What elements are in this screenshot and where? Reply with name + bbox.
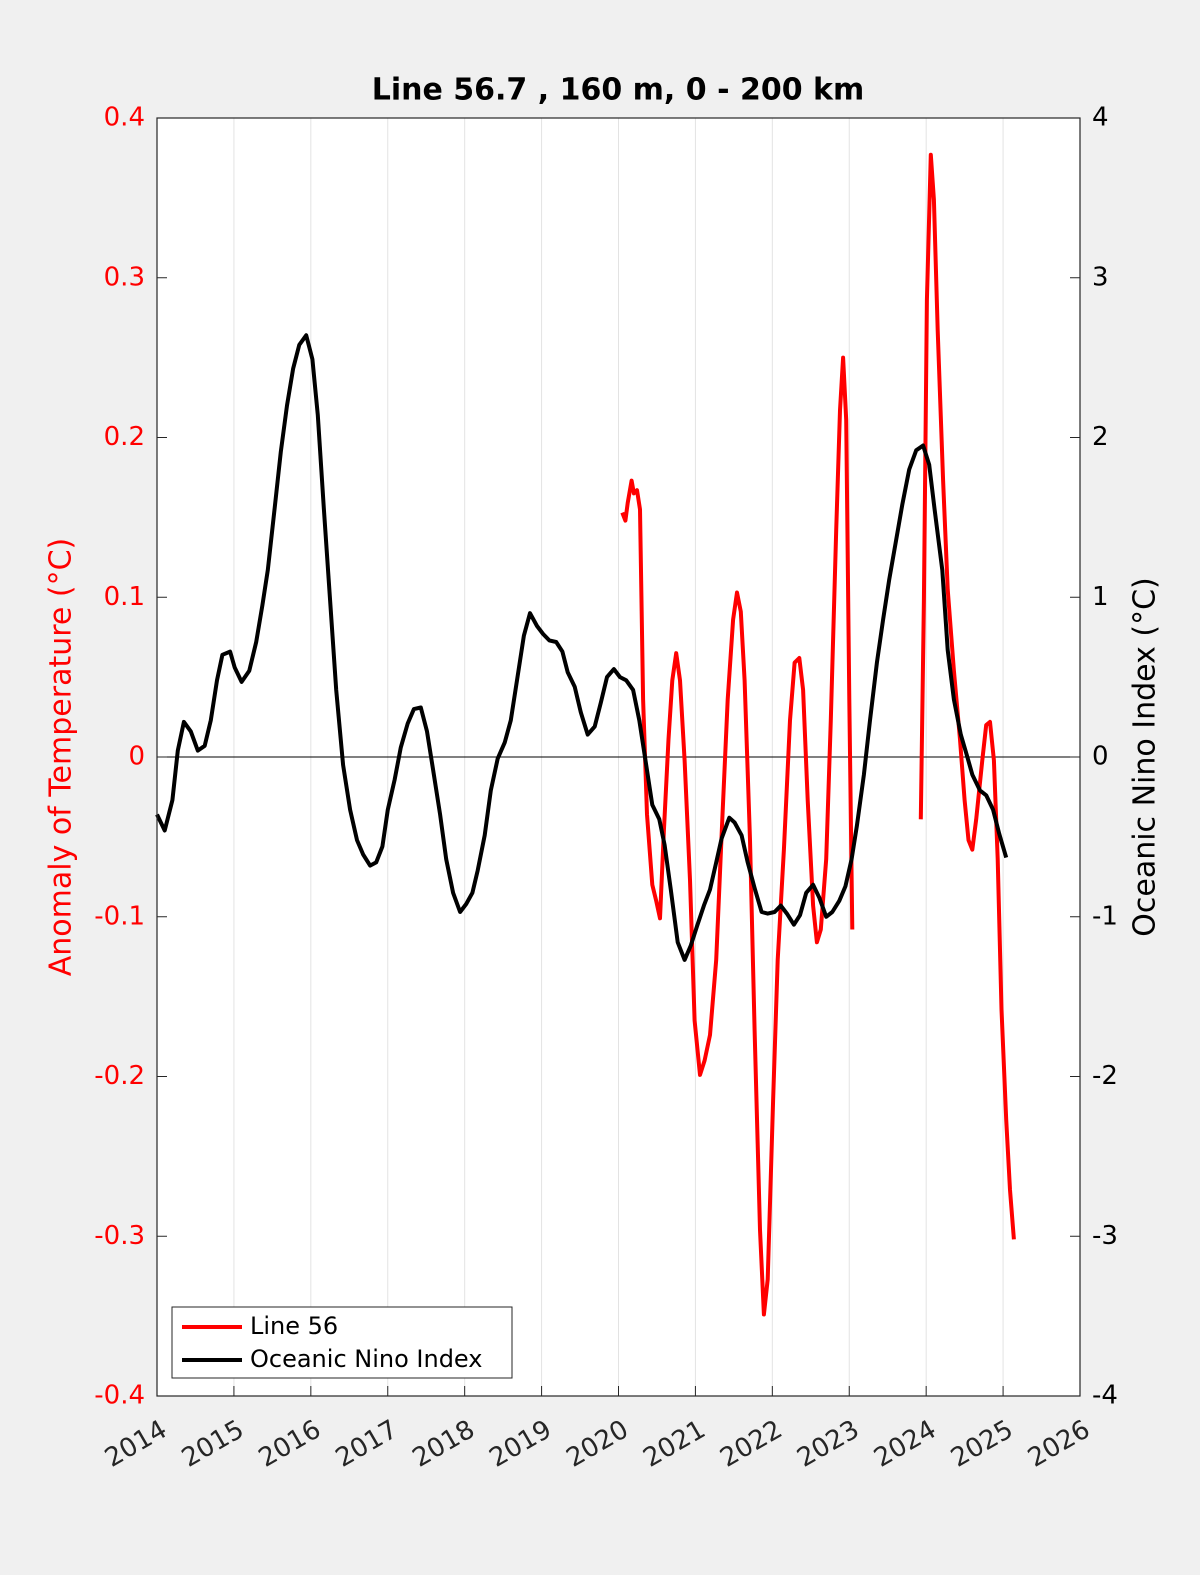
legend-label: Oceanic Nino Index [250, 1345, 482, 1373]
x-tick-label: 2023 [792, 1415, 864, 1474]
y2-tick-label: -2 [1092, 1061, 1118, 1091]
series-line [620, 152, 1016, 1317]
y2-tick-label: -1 [1092, 901, 1118, 931]
y2-tick-label: -4 [1092, 1381, 1118, 1411]
y-tick-label: 0.3 [104, 262, 145, 292]
y-tick-label: -0.2 [94, 1061, 145, 1091]
x-tick-label: 2014 [100, 1415, 172, 1474]
y-tick-label: -0.4 [94, 1381, 145, 1411]
y2-tick-label: 2 [1092, 422, 1109, 452]
marks [155, 152, 1016, 1317]
legend: Line 56 Oceanic Nino Index [171, 1306, 513, 1379]
y2-tick-label: 0 [1092, 742, 1109, 772]
x-tick-label: 2026 [1023, 1415, 1095, 1474]
x-tick-label: 2020 [561, 1415, 633, 1474]
legend-label: Line 56 [250, 1312, 338, 1340]
y-tick-label: 0.4 [104, 103, 145, 133]
x-tick-label: 2022 [715, 1415, 787, 1474]
y2-tick-label: -3 [1092, 1221, 1118, 1251]
x-tick-label: 2018 [408, 1415, 480, 1474]
x-tick-label: 2015 [177, 1415, 249, 1474]
y-tick-label: 0.2 [104, 422, 145, 452]
y-tick-label: 0.1 [104, 582, 145, 612]
x-tick-label: 2016 [254, 1415, 326, 1474]
x-tick-label: 2024 [869, 1415, 941, 1474]
y-tick-label: -0.3 [94, 1221, 145, 1251]
y-tick-label: -0.1 [94, 901, 145, 931]
series-line [155, 333, 1009, 962]
y2-tick-label: 1 [1092, 582, 1109, 612]
x-tick-label: 2019 [485, 1415, 557, 1474]
y-axis-label: Anomaly of Temperature (°C) [44, 538, 79, 977]
y2-axis-label: Oceanic Nino Index (°C) [1128, 577, 1163, 937]
y2-tick-label: 4 [1092, 103, 1109, 133]
x-tick-label: 2017 [331, 1415, 403, 1474]
x-tick-label: 2021 [638, 1415, 710, 1474]
legend-box [171, 1306, 513, 1379]
chart-title: Line 56.7 , 160 m, 0 - 200 km [372, 73, 865, 108]
y-tick-label: 0 [128, 742, 145, 772]
y2-tick-label: 3 [1092, 262, 1109, 292]
x-tick-label: 2025 [946, 1415, 1018, 1474]
